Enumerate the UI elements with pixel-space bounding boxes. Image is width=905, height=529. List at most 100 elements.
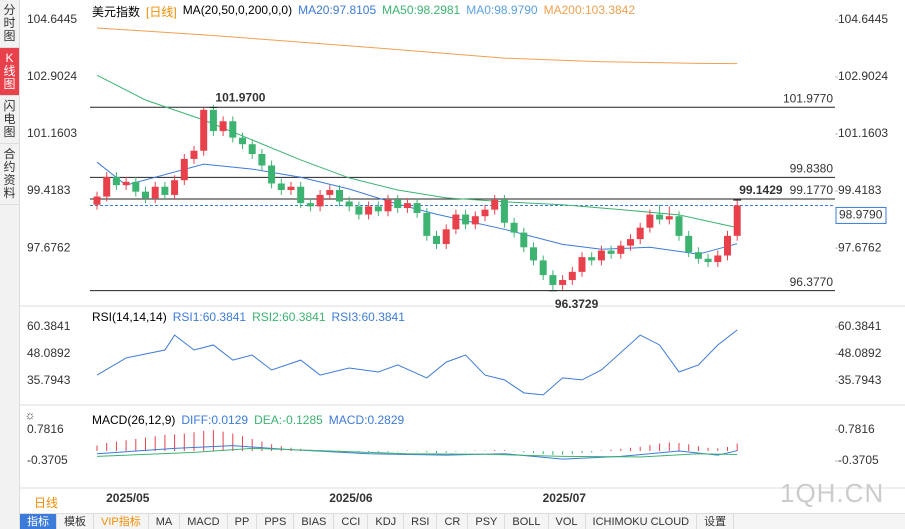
candle-body (597, 250, 605, 261)
candle-body (142, 191, 149, 199)
y-tick-label: 102.9024 (838, 69, 888, 83)
toolbar-item[interactable]: BIAS (294, 514, 335, 529)
readout: MACD:0.2829 (328, 413, 405, 427)
y-tick-label: 48.0892 (838, 346, 882, 360)
readout: RSI2:60.3841 (252, 310, 326, 324)
candle-body (704, 258, 712, 263)
sidebar: 分时图 K线图 闪电图 合约资料 (0, 0, 20, 529)
candle-body (336, 190, 343, 202)
candle-body (384, 199, 392, 212)
current-label: 98.9790 (839, 208, 883, 222)
candle-body (724, 235, 731, 256)
y-tick-label: -0.3705 (838, 453, 879, 467)
period-button[interactable]: 日线 (34, 496, 59, 510)
candle-body (423, 212, 431, 236)
annotation: 101.9700 (215, 91, 265, 105)
toolbar-item[interactable]: 设置 (697, 514, 735, 529)
candle-body (248, 144, 256, 155)
toolbar-item[interactable]: PP (228, 514, 258, 529)
tab[interactable]: 合约资料 (0, 144, 19, 205)
candle-body (617, 245, 625, 254)
level-label: 99.8380 (790, 161, 834, 175)
annotation: 96.3729 (555, 297, 599, 311)
candle-body (403, 203, 411, 209)
candle-body (510, 222, 518, 233)
candle-body (500, 199, 508, 223)
toolbar-item[interactable]: PPS (257, 514, 295, 529)
candle-body (549, 275, 557, 285)
candle-body (685, 235, 693, 253)
period[interactable]: [日线] (146, 5, 177, 19)
x-tick-label: 2025/06 (329, 491, 373, 505)
y-tick-label: 97.6762 (27, 240, 71, 254)
ma-readout: MA0:98.9790 (466, 3, 538, 17)
y-tick-label: 60.3841 (27, 319, 71, 333)
y-tick-label: 101.1603 (27, 126, 77, 140)
ma-readout: MA200:103.3842 (543, 3, 636, 17)
y-tick-label: 102.9024 (27, 69, 77, 83)
watermark: 1QH.CN (780, 478, 885, 508)
toolbar-item[interactable]: RSI (404, 514, 438, 529)
toolbar-item[interactable]: VIP指标 (94, 514, 149, 529)
toolbar-item[interactable]: 模板 (57, 514, 94, 529)
candle-body (268, 165, 276, 184)
candle-body (733, 205, 741, 236)
toolbar-item[interactable]: KDJ (368, 514, 405, 529)
candle-body (180, 158, 188, 181)
price-legend: 美元指数 [日线] MA(20,50,0,200,0,0) MA20:97.81… (92, 3, 635, 20)
y-tick-label: 99.4183 (27, 183, 71, 197)
toolbar-item[interactable]: ICHIMOKU CLOUD (586, 514, 698, 529)
symbol: 美元指数 (92, 5, 141, 19)
tab[interactable]: K线图 (0, 48, 19, 96)
y-tick-label: -0.3705 (27, 453, 68, 467)
candle-body (365, 206, 373, 215)
y-tick-label: 0.7816 (27, 422, 64, 436)
candle-body (229, 121, 237, 138)
line (96, 329, 738, 396)
candle-body (132, 181, 140, 192)
candle-body (93, 196, 101, 205)
ma-readout: MA50:98.2981 (382, 3, 461, 17)
candle-body (481, 209, 489, 217)
candle-body (355, 206, 363, 215)
ma-label: MA(20,50,0,200,0,0) (182, 3, 293, 17)
toolbar-item[interactable]: MACD (180, 514, 228, 529)
y-tick-label: 99.4183 (838, 183, 882, 197)
toolbar-item[interactable]: CR (437, 514, 469, 529)
toolbar-item[interactable]: PSY (468, 514, 506, 529)
candle-body (520, 232, 528, 248)
rsi-readouts: RSI1:60.3841 RSI2:60.3841 RSI3:60.3841 (173, 310, 405, 324)
candle-body (442, 229, 450, 245)
candle-body (714, 255, 722, 263)
tab[interactable]: 分时图 (0, 0, 19, 48)
toolbar-item[interactable]: CCI (334, 514, 369, 529)
toolbar-item[interactable]: VOL (549, 514, 586, 529)
tab[interactable]: 闪电图 (0, 96, 19, 144)
candle-body (151, 186, 159, 199)
toolbar-item[interactable]: MA (149, 514, 181, 529)
readout: DIFF:0.0129 (181, 413, 249, 427)
readout: RSI3:60.3841 (331, 310, 405, 324)
candle-body (675, 216, 683, 236)
candle-body (578, 257, 586, 272)
y-tick-label: 104.6445 (838, 12, 888, 26)
candle-body (656, 214, 664, 220)
x-tick-label: 2025/05 (106, 491, 150, 505)
x-tick-label: 2025/07 (543, 491, 587, 505)
toolbar-item[interactable]: 指标 (20, 514, 57, 529)
readout: DEA:-0.1285 (254, 413, 323, 427)
y-tick-label: 35.7943 (27, 373, 71, 387)
candle-body (607, 250, 615, 254)
candle-body (588, 257, 596, 261)
candle-body (433, 235, 440, 245)
candle-body (103, 176, 111, 197)
candle-body (112, 176, 120, 186)
y-tick-label: 48.0892 (27, 346, 71, 360)
candle-body (413, 203, 421, 213)
current-box (835, 206, 887, 224)
toolbar-item[interactable]: BOLL (505, 514, 549, 529)
candle-body (694, 252, 702, 259)
y-tick-label: 35.7943 (838, 373, 882, 387)
candle-body (646, 214, 654, 228)
